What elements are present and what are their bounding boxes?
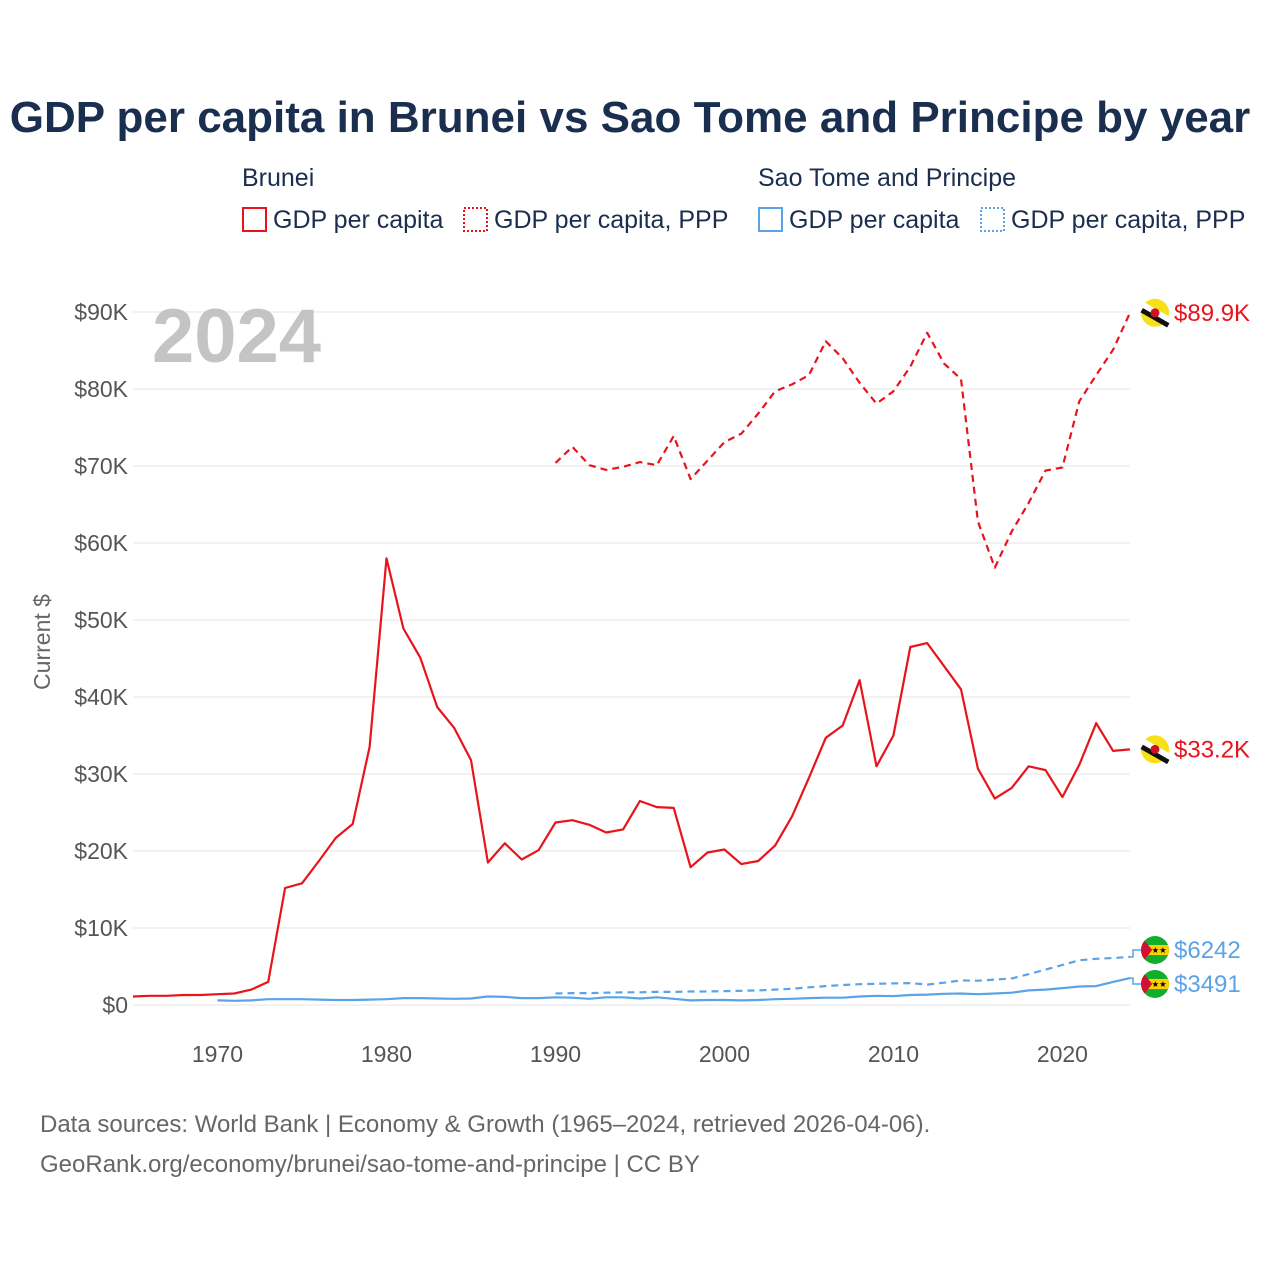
sao-tome-flag-icon: ★★ <box>1141 936 1169 964</box>
brunei-flag-icon <box>1139 735 1171 765</box>
legend-swatch-sao-tome-ppp <box>980 207 1005 232</box>
y-axis-label: Current $ <box>29 594 55 690</box>
end-label: $6242 <box>1174 937 1241 964</box>
svg-text:★★: ★★ <box>1152 979 1167 989</box>
y-tick-label: $50K <box>74 607 128 633</box>
y-tick-label: $90K <box>74 299 128 325</box>
y-tick-label: $70K <box>74 453 128 479</box>
end-labels: $33.2K $89.9K $3491 $6242 <box>1174 300 1250 998</box>
leader-line <box>1130 977 1141 985</box>
y-tick-label: $40K <box>74 684 128 710</box>
source-line-1: Data sources: World Bank | Economy & Gro… <box>40 1111 930 1138</box>
series-line <box>217 977 1131 1002</box>
legend-sao-tome: Sao Tome and Principe GDP per capita GDP… <box>758 164 1245 234</box>
series-line <box>554 312 1132 569</box>
x-tick-label: 1970 <box>192 1041 243 1067</box>
end-label: $3491 <box>1174 971 1241 998</box>
y-tick-label: $20K <box>74 838 128 864</box>
x-tick-label: 2020 <box>1037 1041 1088 1067</box>
series-line <box>555 955 1131 995</box>
y-axis-ticks: $0 $10K $20K $30K $40K $50K $60K $70K $80K $90K <box>74 299 128 1018</box>
sao-tome-flag-icon: ★★ <box>1141 970 1169 998</box>
y-tick-label: $0 <box>102 992 128 1018</box>
legend-group-brunei: Brunei <box>242 164 314 192</box>
source-line-2: GeoRank.org/economy/brunei/sao-tome-and-… <box>40 1151 700 1178</box>
grid-lines <box>133 311 1130 1006</box>
y-tick-label: $30K <box>74 761 128 787</box>
legend-label-brunei-ppp: GDP per capita, PPP <box>494 206 728 234</box>
chart-title: GDP per capita in Brunei vs Sao Tome and… <box>10 93 1251 142</box>
legend-label-sao-tome-ppp: GDP per capita, PPP <box>1011 206 1245 234</box>
end-label-leaders <box>1130 949 1141 985</box>
y-tick-label: $10K <box>74 915 128 941</box>
legend-label-brunei-gdp: GDP per capita <box>273 206 444 234</box>
end-label: $89.9K <box>1174 300 1250 327</box>
legend-group-sao-tome: Sao Tome and Principe <box>758 164 1016 192</box>
legend-brunei: Brunei GDP per capita GDP per capita, PP… <box>242 164 728 234</box>
series-line <box>132 557 1131 998</box>
flag-markers: ★★ ★★ <box>1139 298 1171 998</box>
x-tick-label: 2010 <box>868 1041 919 1067</box>
year-watermark: 2024 <box>152 294 321 379</box>
end-label: $33.2K <box>1174 736 1250 763</box>
x-tick-label: 1990 <box>530 1041 581 1067</box>
legend-label-sao-tome-gdp: GDP per capita <box>789 206 960 234</box>
legend-swatch-sao-tome-gdp <box>758 207 783 232</box>
legend-swatch-brunei-gdp <box>242 207 267 232</box>
leader-line <box>1130 949 1141 958</box>
svg-text:★★: ★★ <box>1152 945 1167 955</box>
series-lines <box>132 312 1132 1002</box>
x-tick-label: 1980 <box>361 1041 412 1067</box>
y-tick-label: $60K <box>74 530 128 556</box>
brunei-flag-icon <box>1139 298 1171 328</box>
x-tick-label: 2000 <box>699 1041 750 1067</box>
y-tick-label: $80K <box>74 376 128 402</box>
legend-swatch-brunei-ppp <box>463 207 488 232</box>
x-axis-ticks: 1970 1980 1990 2000 2010 2020 <box>192 1041 1088 1067</box>
